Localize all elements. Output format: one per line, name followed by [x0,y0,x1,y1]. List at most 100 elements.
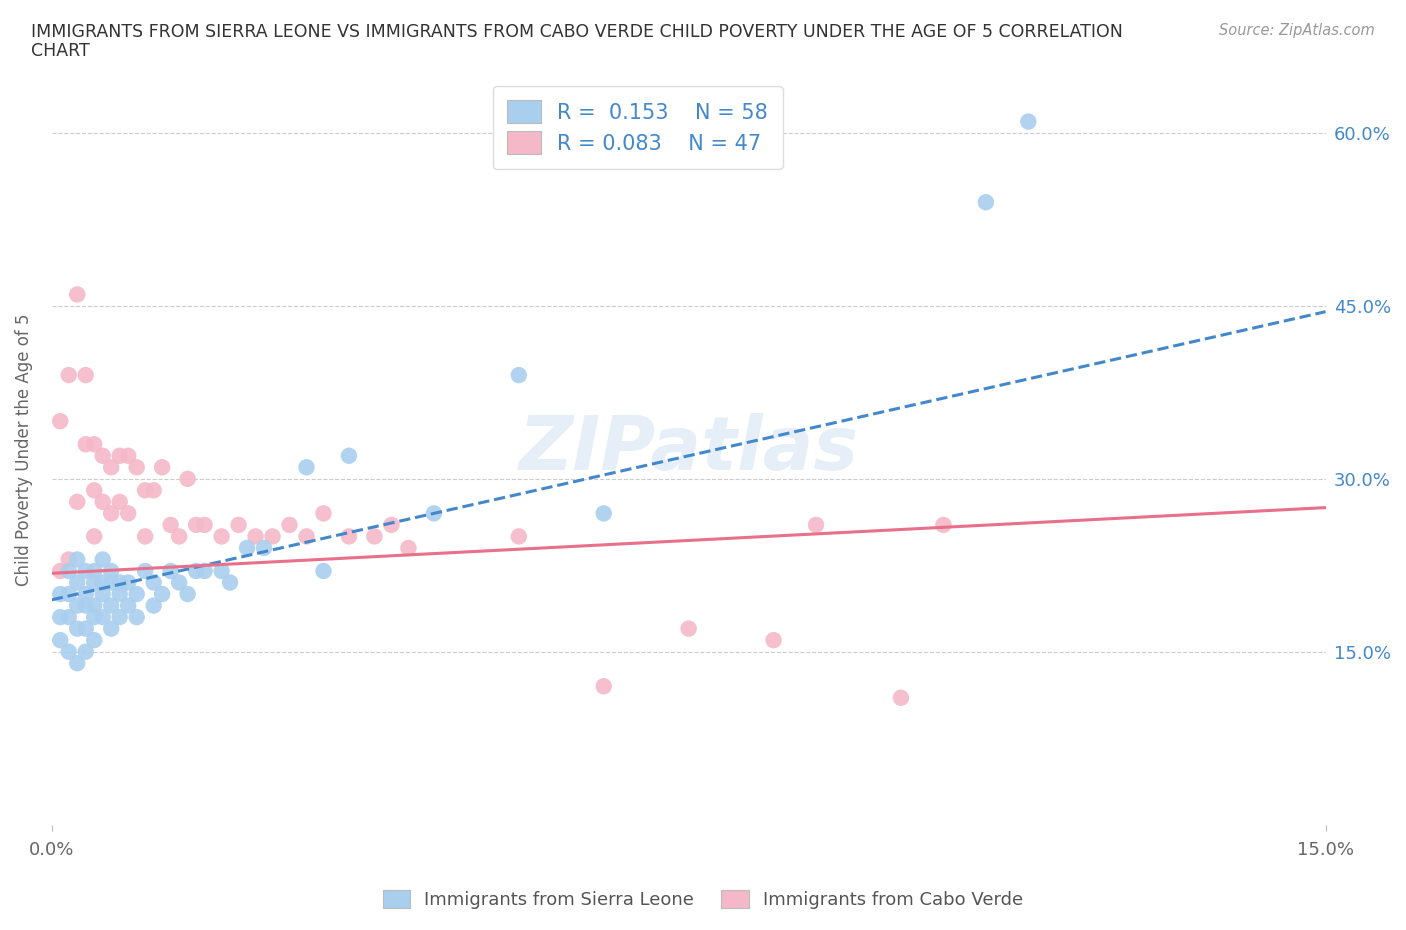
Point [167,529,190,544]
Point [142,575,165,590]
Point [150,459,173,474]
Point [932,517,955,532]
Point [100,621,122,636]
Point [184,517,207,532]
Point [100,564,122,578]
Point [49,414,72,429]
Point [592,679,614,694]
Point [49,587,72,602]
Point [253,540,276,555]
Point [66,495,89,510]
Point [423,506,446,521]
Point [159,564,181,578]
Point [58,564,80,578]
Point [134,483,156,498]
Point [49,564,72,578]
Point [1017,114,1039,129]
Point [236,540,259,555]
Point [75,587,97,602]
Legend: R =  0.153    N = 58, R = 0.083    N = 47: R = 0.153 N = 58, R = 0.083 N = 47 [492,86,783,168]
Point [58,587,80,602]
Point [396,540,419,555]
Point [312,506,335,521]
Point [49,610,72,625]
Point [337,448,360,463]
Point [245,529,267,544]
Point [142,483,165,498]
Legend: Immigrants from Sierra Leone, Immigrants from Cabo Verde: Immigrants from Sierra Leone, Immigrants… [375,883,1031,916]
Point [100,598,122,613]
Point [295,529,318,544]
Point [117,448,139,463]
Point [295,459,318,474]
Text: Source: ZipAtlas.com: Source: ZipAtlas.com [1219,23,1375,38]
Point [75,598,97,613]
Point [194,517,217,532]
Point [890,690,912,705]
Point [91,587,114,602]
Y-axis label: Child Poverty Under the Age of 5: Child Poverty Under the Age of 5 [15,313,32,586]
Point [66,575,89,590]
Point [108,448,131,463]
Point [337,529,360,544]
Point [592,506,614,521]
Point [762,632,785,647]
Point [142,598,165,613]
Point [117,506,139,521]
Point [75,564,97,578]
Point [75,437,97,452]
Point [83,564,105,578]
Point [974,194,997,209]
Point [804,517,827,532]
Point [83,483,105,498]
Point [125,587,148,602]
Point [100,506,122,521]
Point [508,367,530,382]
Point [83,610,105,625]
Point [83,632,105,647]
Point [176,587,198,602]
Point [83,575,105,590]
Point [167,575,190,590]
Point [91,495,114,510]
Point [108,610,131,625]
Point [278,517,301,532]
Point [66,598,89,613]
Text: CHART: CHART [31,42,90,60]
Point [262,529,284,544]
Point [312,564,335,578]
Point [75,621,97,636]
Point [58,610,80,625]
Point [83,437,105,452]
Point [176,472,198,486]
Point [508,529,530,544]
Point [117,598,139,613]
Point [211,529,233,544]
Text: IMMIGRANTS FROM SIERRA LEONE VS IMMIGRANTS FROM CABO VERDE CHILD POVERTY UNDER T: IMMIGRANTS FROM SIERRA LEONE VS IMMIGRAN… [31,23,1123,41]
Point [134,564,156,578]
Point [194,564,217,578]
Point [66,621,89,636]
Point [75,644,97,659]
Point [380,517,402,532]
Point [58,552,80,567]
Point [184,564,207,578]
Point [108,495,131,510]
Point [125,459,148,474]
Point [125,610,148,625]
Point [211,564,233,578]
Point [75,367,97,382]
Point [83,598,105,613]
Point [108,587,131,602]
Point [49,632,72,647]
Point [91,552,114,567]
Point [83,529,105,544]
Point [66,552,89,567]
Point [150,587,173,602]
Point [100,459,122,474]
Point [91,448,114,463]
Point [159,517,181,532]
Point [58,367,80,382]
Point [108,575,131,590]
Point [134,529,156,544]
